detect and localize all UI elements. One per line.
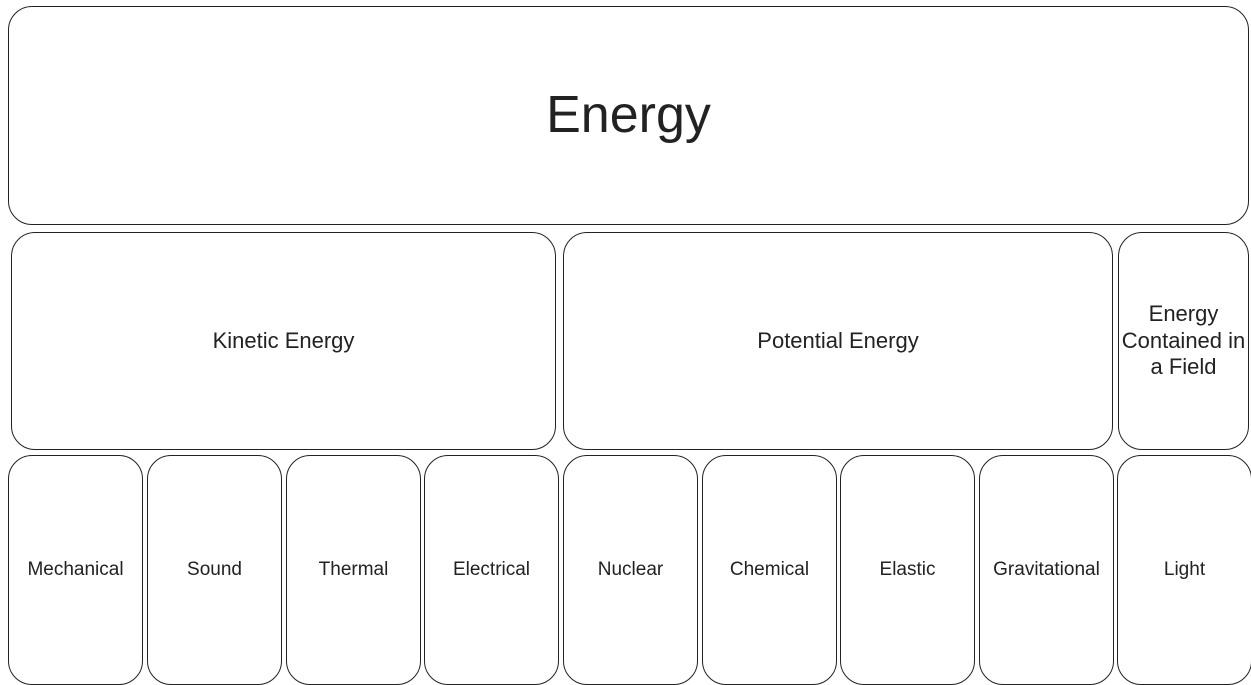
type-node-label: Light (1163, 558, 1206, 580)
type-node-label: Nuclear (597, 558, 664, 580)
group-node-label: Kinetic Energy (212, 327, 355, 353)
type-node-label: Elastic (879, 558, 936, 580)
type-node: Chemical (702, 455, 837, 685)
type-node: Mechanical (8, 455, 143, 685)
type-node-label: Sound (187, 558, 242, 580)
type-node: Nuclear (563, 455, 698, 685)
group-node: Energy Contained in a Field (1118, 232, 1249, 450)
type-node: Sound (147, 455, 282, 685)
type-node: Thermal (286, 455, 421, 685)
type-node: Gravitational (979, 455, 1114, 685)
type-node-label: Gravitational (993, 558, 1100, 580)
type-node-label: Chemical (729, 558, 810, 580)
type-node: Electrical (424, 455, 559, 685)
type-node-label: Mechanical (27, 558, 124, 580)
type-node-label: Electrical (452, 558, 531, 580)
group-node-label: Potential Energy (757, 327, 919, 353)
group-node-label: Energy Contained in a Field (1121, 301, 1246, 380)
group-node: Potential Energy (563, 232, 1113, 450)
root-label: Energy (546, 86, 711, 145)
type-node-label: Thermal (318, 558, 389, 580)
type-node: Light (1117, 455, 1251, 685)
diagram: Energy (() => { const data = JSON.parse(… (8, 6, 1251, 685)
root-node: Energy (8, 6, 1249, 225)
type-node: Elastic (840, 455, 975, 685)
group-node: Kinetic Energy (11, 232, 556, 450)
